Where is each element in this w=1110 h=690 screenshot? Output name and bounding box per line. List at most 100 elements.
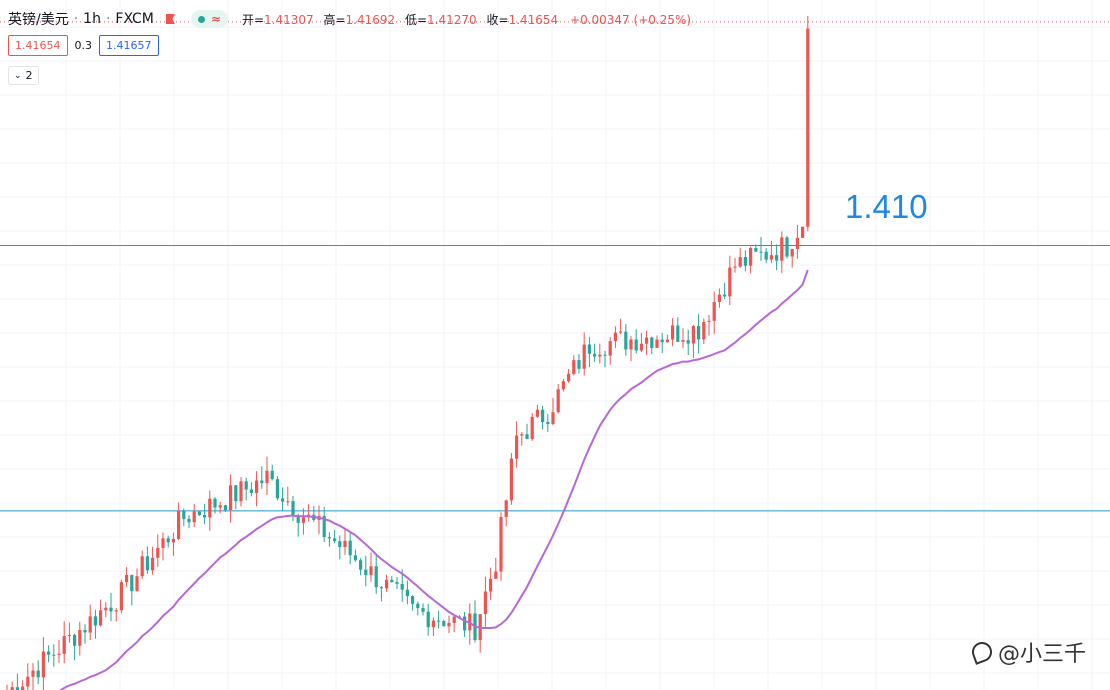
candle-body (702, 321, 706, 340)
candle-body (795, 237, 799, 249)
candle-body (52, 654, 56, 656)
candle-body (281, 498, 285, 502)
candle-body (119, 582, 123, 611)
candle-body (130, 574, 134, 592)
horizontal-levels[interactable] (0, 244, 1110, 690)
candle-body (806, 28, 810, 227)
candle-body (587, 344, 591, 354)
ma-line (58, 269, 809, 690)
candle-body (41, 651, 45, 678)
candle-body (535, 409, 539, 417)
candle-body (780, 237, 784, 261)
candle-body (197, 511, 201, 516)
candle-body (104, 607, 108, 611)
indicators-toggle-button[interactable]: ⌄ 2 (8, 66, 39, 85)
candle-body (379, 587, 383, 589)
candle-body (322, 516, 326, 538)
candle-body (234, 485, 238, 502)
candle-body (504, 500, 508, 517)
candle-body (255, 480, 259, 493)
change-value: +0.00347 (+0.25%) (570, 12, 692, 27)
candle-body (218, 505, 222, 508)
candles (6, 15, 810, 690)
buy-button[interactable]: 1.41657 (99, 35, 159, 56)
approx-icon: ≈ (210, 12, 221, 26)
candle-body (582, 344, 586, 369)
candle-body (691, 326, 695, 344)
interval[interactable]: 1h (83, 11, 101, 27)
low-value: 1.41270 (427, 12, 477, 27)
candle-body (541, 409, 545, 423)
candle-body (177, 510, 181, 539)
candle-body (754, 247, 758, 252)
candle-body (416, 603, 420, 609)
candle-body (483, 591, 487, 615)
candle-body (343, 540, 347, 547)
candle-body (759, 251, 763, 253)
candle-body (26, 676, 30, 687)
candle-body (47, 651, 51, 655)
candle-body (213, 498, 217, 508)
candle-body (723, 294, 727, 297)
candle-body (374, 566, 378, 588)
candle-body (57, 653, 61, 655)
candle-body (676, 325, 680, 342)
exchange: FXCM (115, 11, 154, 27)
candle-body (530, 416, 534, 439)
candle-body (140, 556, 144, 577)
candle-body (156, 547, 160, 558)
candle-body (249, 489, 253, 493)
candle-body (546, 422, 550, 424)
candle-body (452, 616, 456, 623)
moving-average (58, 269, 809, 690)
candle-body (405, 589, 409, 597)
ohlc-values: 开=1.41307 高=1.41692 低=1.41270 收=1.41654 … (242, 11, 691, 28)
candle-body (291, 501, 295, 517)
candle-body (192, 511, 196, 523)
candle-body (650, 337, 654, 349)
candle-body (400, 583, 404, 590)
candle-body (515, 435, 519, 459)
candle-body (109, 607, 113, 612)
symbol-name[interactable]: 英镑/美元 (8, 12, 69, 28)
candle-body (125, 574, 129, 583)
candle-body (437, 620, 441, 622)
candle-body (353, 555, 357, 561)
candle-body (499, 516, 503, 572)
chevron-down-icon: ⌄ (14, 70, 22, 81)
watermark-text: @小三千 (998, 642, 1087, 667)
market-status-pill[interactable]: ≈ (190, 10, 228, 28)
indicator-count: 2 (25, 69, 33, 82)
candle-body (203, 515, 207, 518)
candle-body (431, 620, 435, 628)
candle-body (78, 630, 82, 646)
candle-body (364, 569, 368, 576)
candle-body (613, 332, 617, 342)
candle-body (31, 670, 35, 677)
candle-body (749, 247, 753, 266)
candle-body (239, 481, 243, 502)
candle-body (660, 339, 664, 343)
candle-body (333, 538, 337, 542)
sell-button[interactable]: 1.41654 (8, 35, 68, 56)
separator: · (105, 11, 111, 27)
candle-body (728, 267, 732, 297)
candle-body (561, 381, 565, 390)
candle-body (83, 630, 87, 633)
candle-body (665, 339, 669, 343)
candle-body (88, 616, 92, 633)
candle-body (556, 389, 560, 413)
symbol-legend: 英镑/美元 · 1h · FXCM ≈ 开=1.41307 高=1.41692 … (8, 9, 691, 29)
candle-body (182, 510, 186, 519)
candle-body (171, 538, 175, 543)
flag-icon[interactable] (165, 14, 175, 24)
candle-body (187, 518, 191, 523)
level-annotation[interactable]: 1.410 (845, 188, 928, 225)
candle-body (15, 687, 19, 690)
candle-body (463, 616, 467, 631)
candle-body (509, 458, 513, 501)
candle-body (712, 301, 716, 321)
close-label: 收= (486, 12, 509, 27)
